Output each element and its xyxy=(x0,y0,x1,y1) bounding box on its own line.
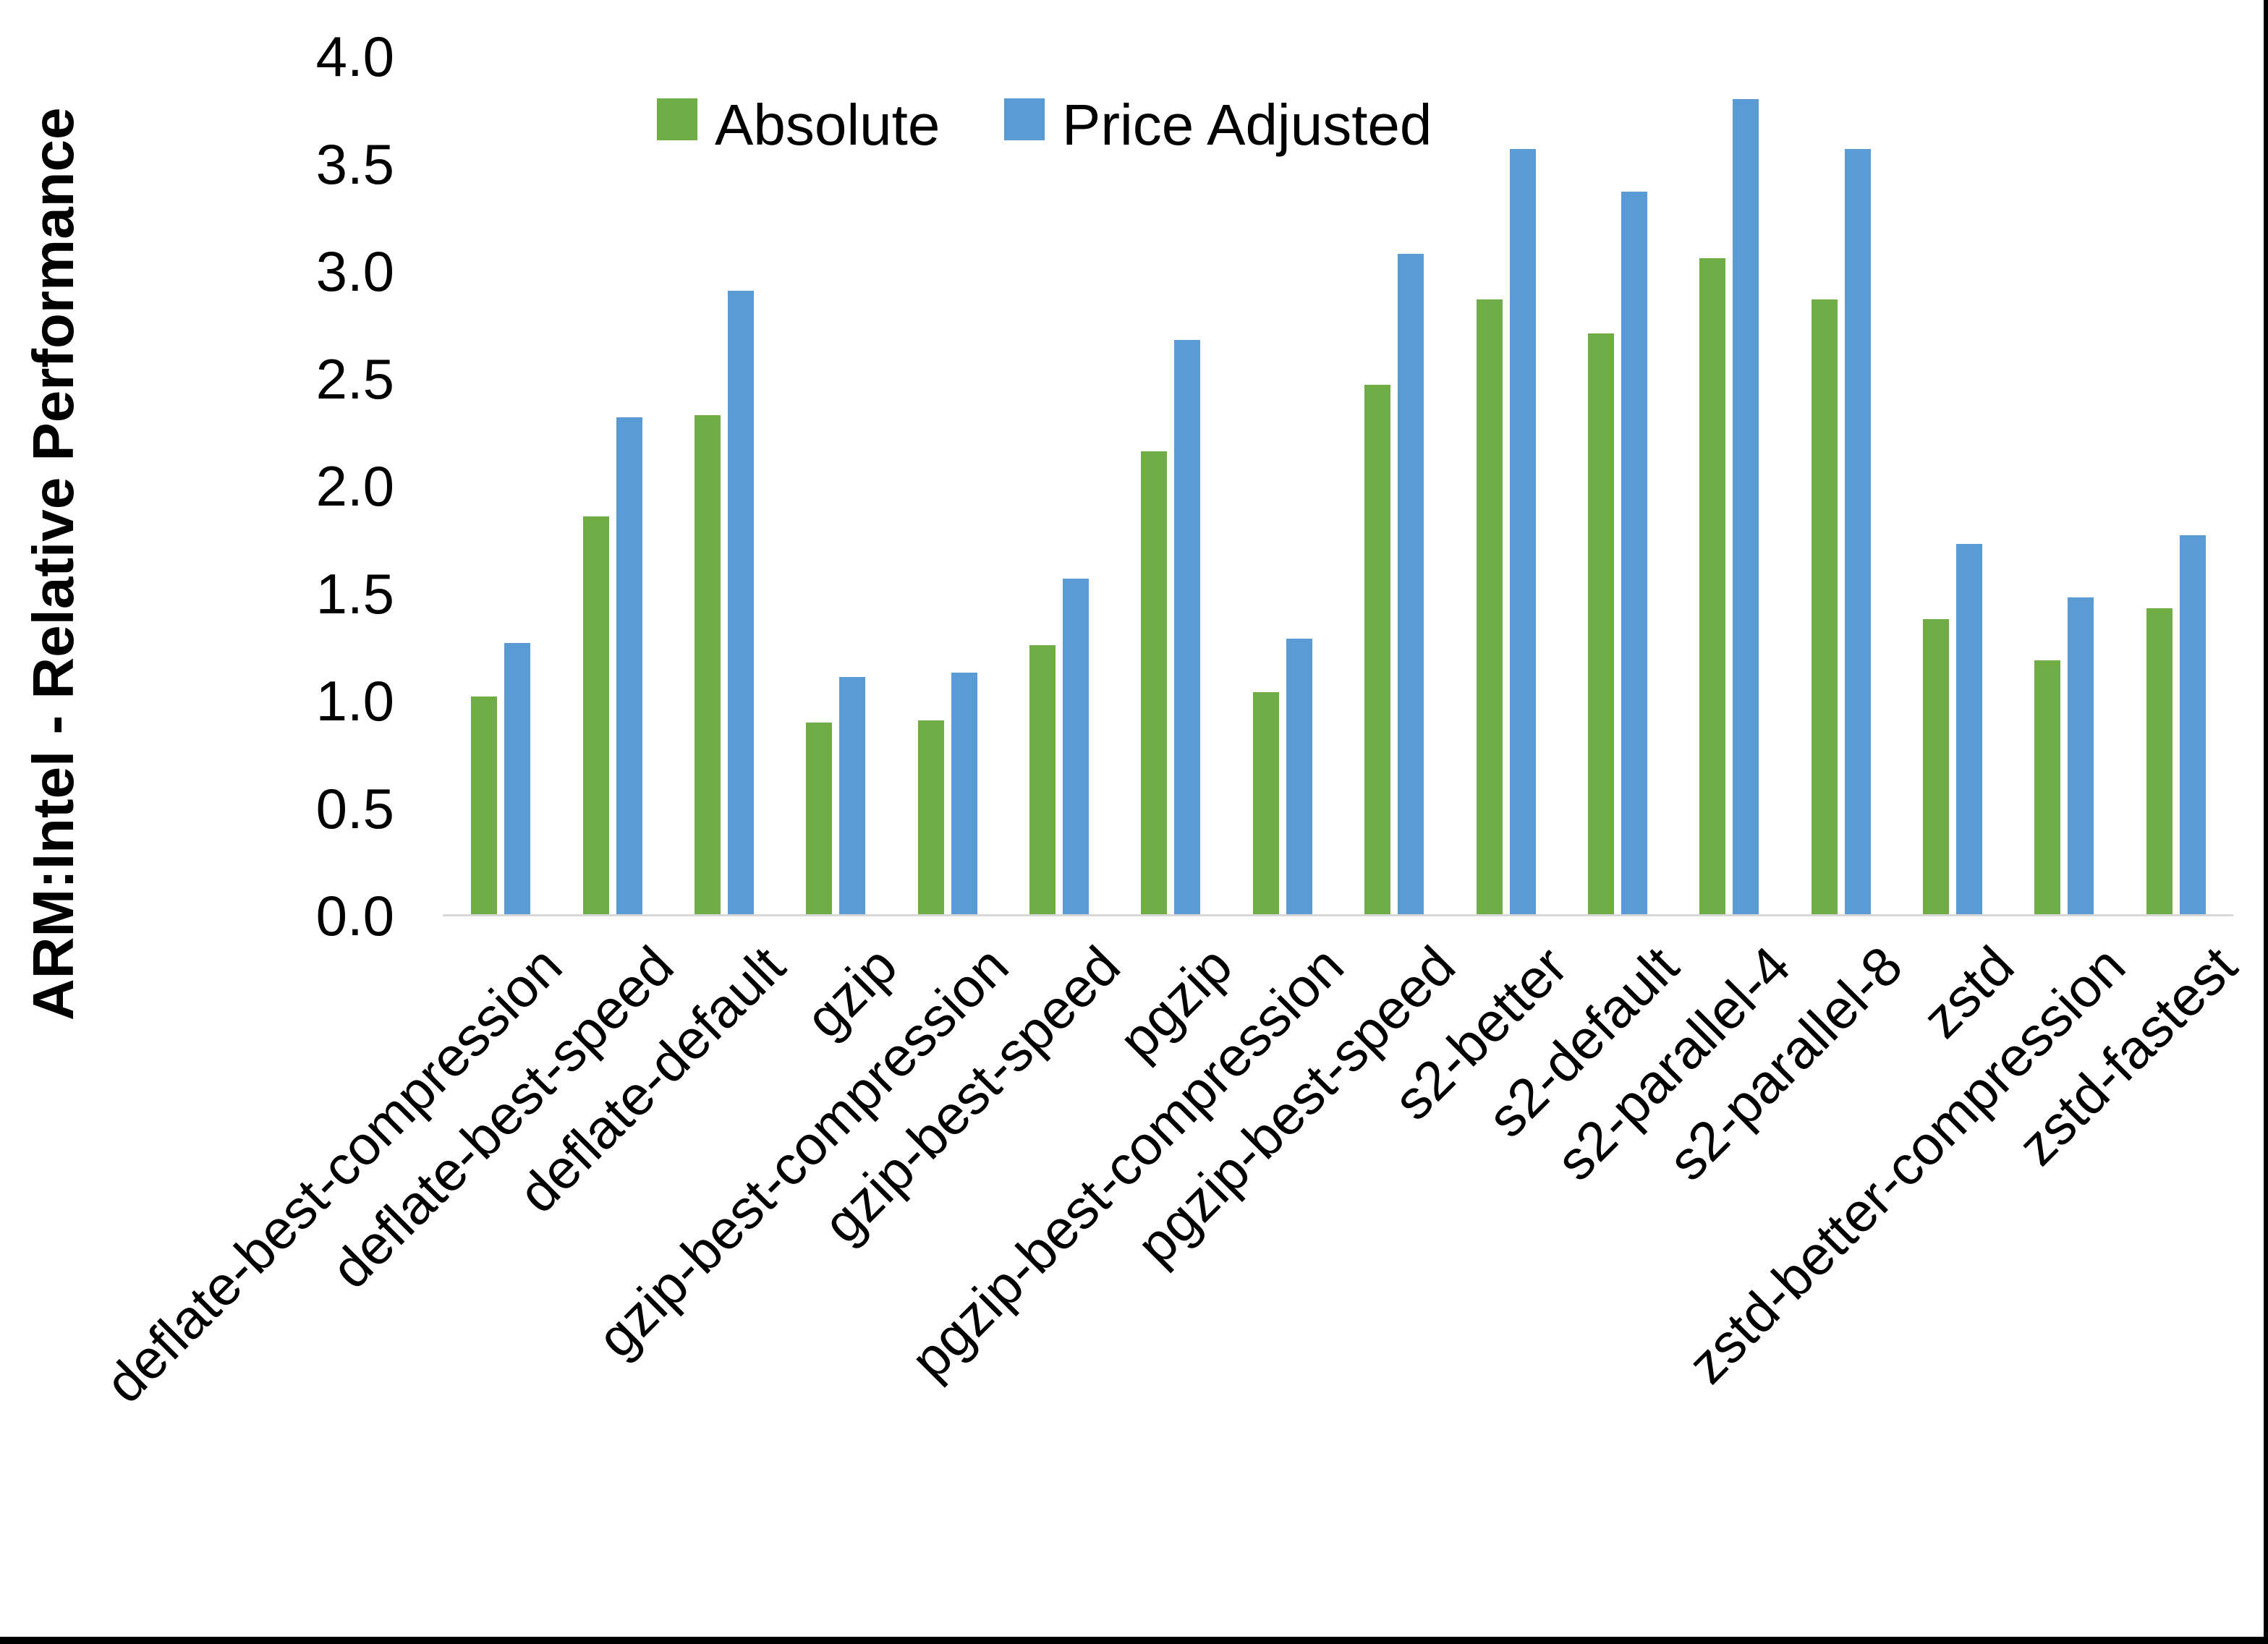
page-border-right xyxy=(2264,0,2268,1644)
legend-swatch-price-adjusted xyxy=(1004,98,1045,140)
y-tick-label-1.5: 1.5 xyxy=(315,561,394,626)
bar-price-adjusted-gzip-best-compression xyxy=(951,673,977,916)
y-tick-label-2.5: 2.5 xyxy=(315,346,394,411)
y-axis-title: ARM:Intel - Relative Performance xyxy=(21,107,85,1021)
bar-price-adjusted-gzip-best-speed xyxy=(1063,578,1090,916)
bar-absolute-s2-parallel-4 xyxy=(1699,258,1726,916)
bar-price-adjusted-zstd-better-compression xyxy=(2068,597,2094,916)
bar-price-adjusted-s2-parallel-4 xyxy=(1733,99,1759,916)
y-tick-label-3.0: 3.0 xyxy=(315,239,394,303)
bar-absolute-pgzip-best-compression xyxy=(1252,692,1279,916)
page-border-bottom xyxy=(0,1637,2268,1644)
y-tick-label-0.0: 0.0 xyxy=(315,884,394,947)
bar-price-adjusted-s2-parallel-8 xyxy=(1844,148,1871,916)
y-tick-label-3.5: 3.5 xyxy=(315,132,394,196)
bar-absolute-pgzip xyxy=(1141,451,1168,916)
y-tick-label-2.0: 2.0 xyxy=(315,454,394,518)
bar-price-adjusted-s2-better xyxy=(1509,148,1536,916)
bar-price-adjusted-gzip xyxy=(839,677,866,916)
legend-label-price-adjusted: Price Adjusted xyxy=(1062,93,1432,157)
bar-absolute-deflate-best-compression xyxy=(471,697,498,916)
bar-absolute-s2-default xyxy=(1587,333,1614,916)
bar-absolute-s2-parallel-8 xyxy=(1811,299,1838,916)
bar-price-adjusted-zstd-fastest xyxy=(2179,535,2206,916)
legend-swatch-absolute xyxy=(657,98,697,140)
bar-absolute-zstd-better-compression xyxy=(2034,660,2061,916)
bar-price-adjusted-pgzip-best-compression xyxy=(1286,638,1312,916)
bar-price-adjusted-deflate-default xyxy=(727,290,754,916)
bar-price-adjusted-pgzip-best-speed xyxy=(1398,254,1424,916)
bar-absolute-pgzip-best-speed xyxy=(1364,385,1391,916)
y-tick-label-0.5: 0.5 xyxy=(315,776,394,840)
bar-absolute-deflate-best-speed xyxy=(582,516,609,916)
bar-price-adjusted-zstd xyxy=(1956,544,1983,916)
bar-absolute-deflate-default xyxy=(694,414,721,916)
bar-absolute-gzip-best-compression xyxy=(917,720,944,916)
bar-absolute-gzip-best-speed xyxy=(1029,644,1056,916)
bar-absolute-zstd-fastest xyxy=(2146,608,2173,916)
bar-absolute-zstd xyxy=(1923,619,1950,916)
y-tick-label-4.0: 4.0 xyxy=(315,25,394,88)
bar-price-adjusted-pgzip xyxy=(1174,340,1201,916)
bar-price-adjusted-deflate-best-compression xyxy=(504,642,531,916)
legend-label-absolute: Absolute xyxy=(715,93,940,157)
bar-absolute-s2-better xyxy=(1476,299,1503,916)
bar-price-adjusted-deflate-best-speed xyxy=(616,417,642,916)
x-axis-line xyxy=(443,914,2233,916)
bar-absolute-gzip xyxy=(806,722,833,916)
y-tick-label-1.0: 1.0 xyxy=(315,669,394,733)
bar-price-adjusted-s2-default xyxy=(1621,192,1647,916)
x-axis-label-deflate-best-compression: deflate-best-compression xyxy=(93,934,574,1415)
